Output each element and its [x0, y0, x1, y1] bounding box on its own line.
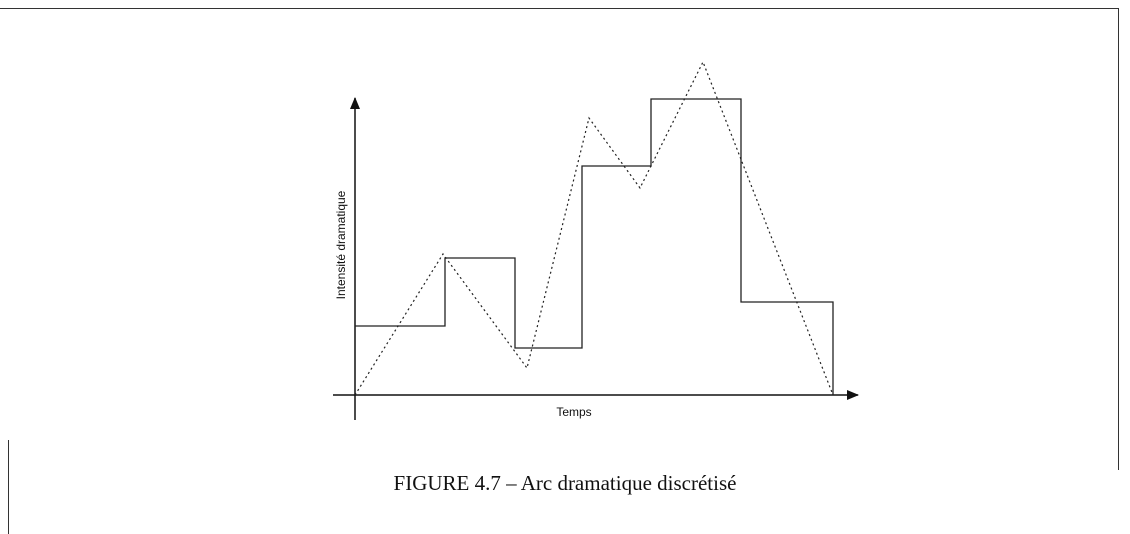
page-frame [0, 8, 1119, 534]
dotted-curve [354, 60, 834, 396]
x-axis-label: Temps [556, 405, 591, 419]
caption: FIGURE 4.7 – Arc dramatique discrétisé [394, 471, 737, 495]
y-axis-label: Intensité dramatique [334, 190, 348, 299]
step-curve [355, 98, 834, 395]
